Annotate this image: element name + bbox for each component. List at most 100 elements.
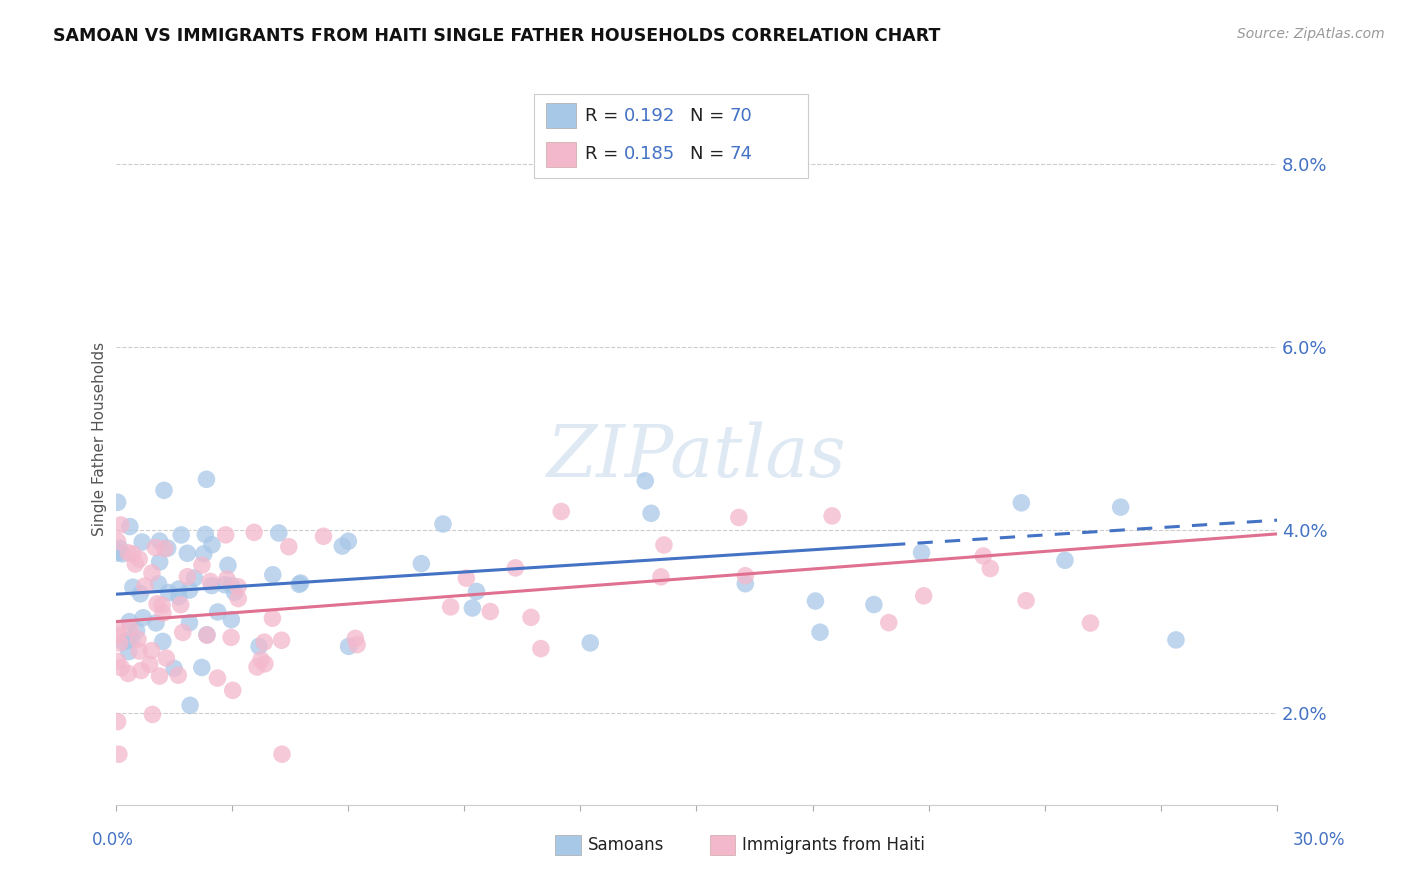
- Point: [121, 547, 143, 561]
- Point: [1109, 500, 1132, 515]
- Point: [108, 541, 131, 555]
- Point: [195, 472, 218, 486]
- Point: [172, 625, 194, 640]
- Point: [253, 657, 276, 671]
- Point: [176, 569, 198, 583]
- Point: [179, 615, 201, 630]
- Point: [176, 546, 198, 560]
- Point: [226, 580, 249, 594]
- Point: [146, 597, 169, 611]
- Point: [727, 510, 749, 524]
- Text: Source: ZipAtlas.com: Source: ZipAtlas.com: [1237, 27, 1385, 41]
- Point: [200, 574, 222, 589]
- Point: [141, 566, 163, 580]
- Point: [107, 495, 129, 509]
- Point: [194, 527, 217, 541]
- Point: [163, 661, 186, 675]
- Point: [219, 631, 242, 645]
- Point: [808, 625, 831, 640]
- Point: [170, 528, 193, 542]
- Point: [107, 655, 129, 669]
- Text: 74: 74: [730, 145, 752, 163]
- Point: [912, 589, 935, 603]
- Point: [222, 683, 245, 698]
- Point: [432, 516, 454, 531]
- Point: [183, 571, 205, 585]
- Point: [127, 632, 149, 647]
- Point: [226, 591, 249, 606]
- Text: Samoans: Samoans: [588, 836, 664, 854]
- Point: [152, 606, 174, 620]
- Point: [155, 651, 177, 665]
- Point: [149, 555, 172, 569]
- Point: [520, 610, 543, 624]
- Point: [270, 633, 292, 648]
- Point: [215, 528, 238, 542]
- Point: [167, 590, 190, 604]
- Point: [118, 645, 141, 659]
- Text: 0.0%: 0.0%: [91, 831, 134, 849]
- Point: [207, 671, 229, 685]
- Point: [734, 568, 756, 582]
- Point: [214, 577, 236, 591]
- Point: [217, 558, 239, 573]
- Text: N =: N =: [690, 145, 730, 163]
- Point: [110, 518, 132, 533]
- Point: [153, 483, 176, 498]
- Point: [650, 570, 672, 584]
- Point: [247, 640, 270, 654]
- Text: Immigrants from Haiti: Immigrants from Haiti: [742, 836, 925, 854]
- Point: [145, 615, 167, 630]
- Point: [215, 572, 238, 586]
- Point: [1053, 553, 1076, 567]
- Point: [1015, 593, 1038, 607]
- Point: [108, 747, 131, 762]
- Point: [411, 557, 433, 571]
- Point: [201, 578, 224, 592]
- Point: [344, 632, 367, 646]
- Point: [465, 584, 488, 599]
- Point: [157, 585, 180, 599]
- Point: [734, 576, 756, 591]
- Point: [167, 582, 190, 596]
- Point: [153, 541, 176, 556]
- Point: [530, 641, 553, 656]
- Point: [290, 576, 312, 591]
- Point: [330, 539, 353, 553]
- Point: [312, 529, 335, 543]
- Text: R =: R =: [585, 145, 624, 163]
- Point: [634, 474, 657, 488]
- Point: [346, 638, 368, 652]
- Point: [910, 545, 932, 559]
- Point: [262, 567, 284, 582]
- Text: 0.185: 0.185: [624, 145, 675, 163]
- Point: [107, 546, 129, 560]
- Point: [124, 557, 146, 571]
- Point: [148, 669, 170, 683]
- Point: [267, 526, 290, 541]
- Point: [121, 632, 143, 647]
- Point: [461, 601, 484, 615]
- Point: [118, 615, 141, 629]
- Point: [337, 640, 360, 654]
- Point: [131, 535, 153, 549]
- Point: [107, 544, 129, 558]
- Point: [246, 660, 269, 674]
- Point: [149, 534, 172, 549]
- Point: [863, 598, 886, 612]
- Point: [125, 624, 148, 638]
- Point: [288, 577, 311, 591]
- Text: ZIPatlas: ZIPatlas: [547, 422, 846, 492]
- Point: [117, 633, 139, 648]
- Point: [111, 547, 134, 561]
- Point: [110, 661, 132, 675]
- Point: [128, 552, 150, 566]
- Text: SAMOAN VS IMMIGRANTS FROM HAITI SINGLE FATHER HOUSEHOLDS CORRELATION CHART: SAMOAN VS IMMIGRANTS FROM HAITI SINGLE F…: [53, 27, 941, 45]
- Point: [652, 538, 675, 552]
- Point: [141, 643, 163, 657]
- Point: [262, 611, 284, 625]
- Point: [107, 714, 129, 729]
- Point: [195, 628, 218, 642]
- Point: [505, 561, 527, 575]
- Point: [877, 615, 900, 630]
